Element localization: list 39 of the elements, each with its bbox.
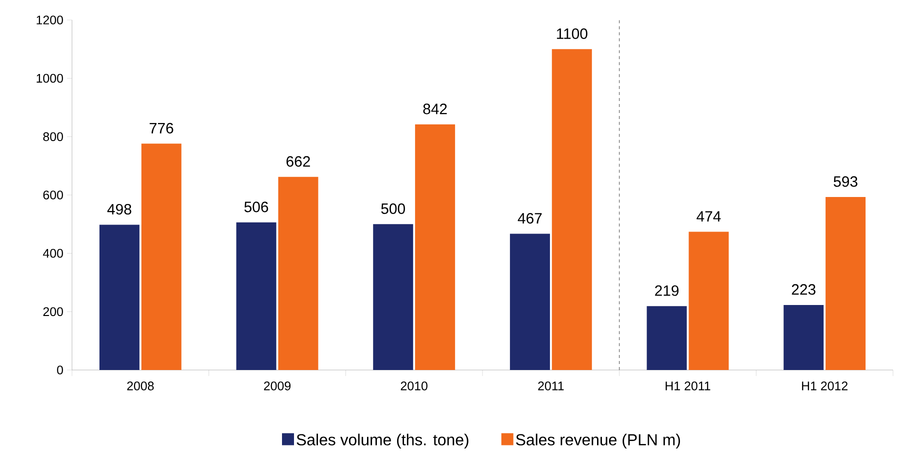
- bar: [373, 224, 414, 370]
- y-tick-label: 200: [43, 307, 63, 316]
- data-label: 506: [244, 202, 268, 212]
- y-tick-label: 600: [43, 190, 63, 200]
- legend-label: Sales revenue (PLN m): [516, 434, 680, 449]
- bar: [99, 224, 140, 370]
- y-tick-label: 800: [43, 132, 63, 142]
- y-tick-label: 1200: [36, 16, 63, 24]
- bar: [646, 306, 687, 370]
- x-tick-label: 2008: [127, 382, 154, 390]
- bar: [278, 176, 318, 370]
- bar: [141, 144, 182, 370]
- legend-label: Sales volume (ths. tone): [296, 434, 468, 449]
- data-label: 1100: [556, 28, 588, 39]
- bar: [688, 232, 729, 370]
- y-tick-label: 1000: [36, 74, 63, 83]
- bar: [415, 124, 456, 370]
- x-tick-label: 2009: [264, 382, 291, 390]
- data-label: 593: [834, 176, 858, 187]
- data-label: 467: [518, 213, 542, 224]
- data-label: 223: [792, 284, 816, 295]
- bar: [826, 197, 866, 370]
- y-tick-label: 0: [57, 366, 63, 374]
- x-tick-label: H1 2012: [802, 382, 848, 390]
- x-tick-label: 2011: [538, 382, 564, 390]
- data-label: 842: [423, 104, 447, 114]
- data-label: 474: [696, 211, 721, 222]
- y-tick-label: 400: [42, 248, 63, 258]
- data-label: 662: [286, 156, 310, 167]
- data-label: 500: [381, 203, 405, 214]
- bar: [552, 49, 592, 370]
- data-label: 219: [655, 285, 679, 296]
- x-tick-label: H1 2011: [666, 382, 710, 390]
- x-tick-label: 2010: [400, 382, 428, 390]
- bar: [510, 234, 550, 370]
- bar: [236, 222, 276, 370]
- data-label: 776: [150, 122, 174, 134]
- bar: [784, 304, 824, 370]
- data-label: 498: [107, 204, 132, 215]
